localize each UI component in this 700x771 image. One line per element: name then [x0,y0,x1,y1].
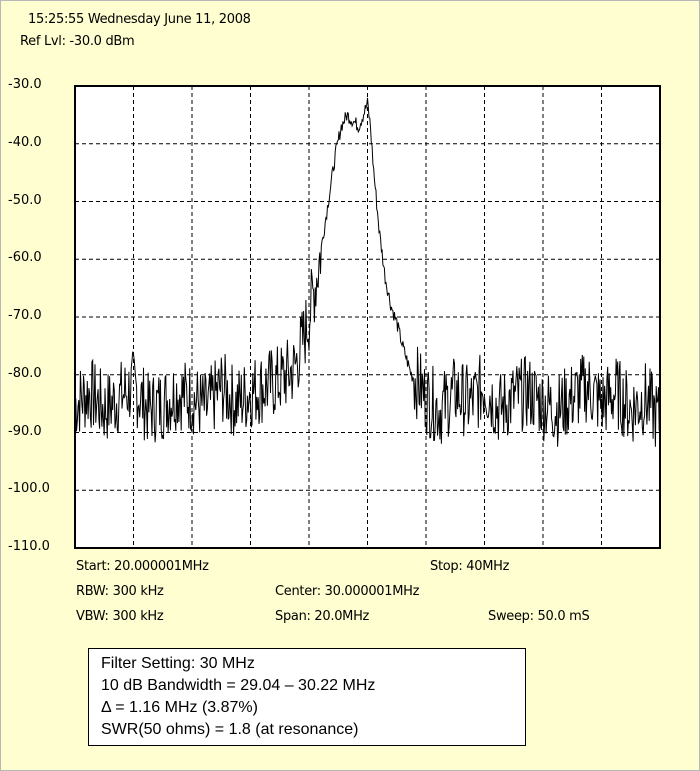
video-bandwidth: VBW: 300 kHz [76,609,164,624]
sweep-time: Sweep: 50.0 mS [488,609,590,624]
start-frequency: Start: 20.000001MHz [76,559,209,574]
y-tick-label: -100.0 [8,481,50,497]
filter-setting-note: Filter Setting: 30 MHz [101,655,255,672]
y-tick-label: -80.0 [8,365,42,381]
center-frequency: Center: 30.000001MHz [275,584,420,599]
y-tick-label: -60.0 [8,250,42,266]
bandwidth-note: 10 dB Bandwidth = 29.04 – 30.22 MHz [101,677,376,694]
y-tick-label: -50.0 [8,192,42,208]
timestamp: 15:25:55 Wednesday June 11, 2008 [28,12,251,27]
y-tick-label: -30.0 [8,77,42,92]
swr-note: SWR(50 ohms) = 1.8 (at resonance) [101,721,359,738]
y-tick-label: -70.0 [8,308,42,323]
y-tick-label: -40.0 [8,134,42,150]
span: Span: 20.0MHz [275,609,370,624]
spectrum-trace [74,97,661,447]
y-tick-label: -90.0 [8,423,42,439]
y-tick-label: -110.0 [8,539,50,554]
resolution-bandwidth: RBW: 300 kHz [76,584,164,599]
grid-lines [75,86,660,548]
delta-note: Δ = 1.16 MHz (3.87%) [101,699,258,716]
spectrum-plot [74,85,661,549]
reference-level: Ref Lvl: -30.0 dBm [20,34,135,49]
filter-notes-box: Filter Setting: 30 MHz 10 dB Bandwidth =… [88,648,526,746]
stop-frequency: Stop: 40MHz [430,559,510,574]
